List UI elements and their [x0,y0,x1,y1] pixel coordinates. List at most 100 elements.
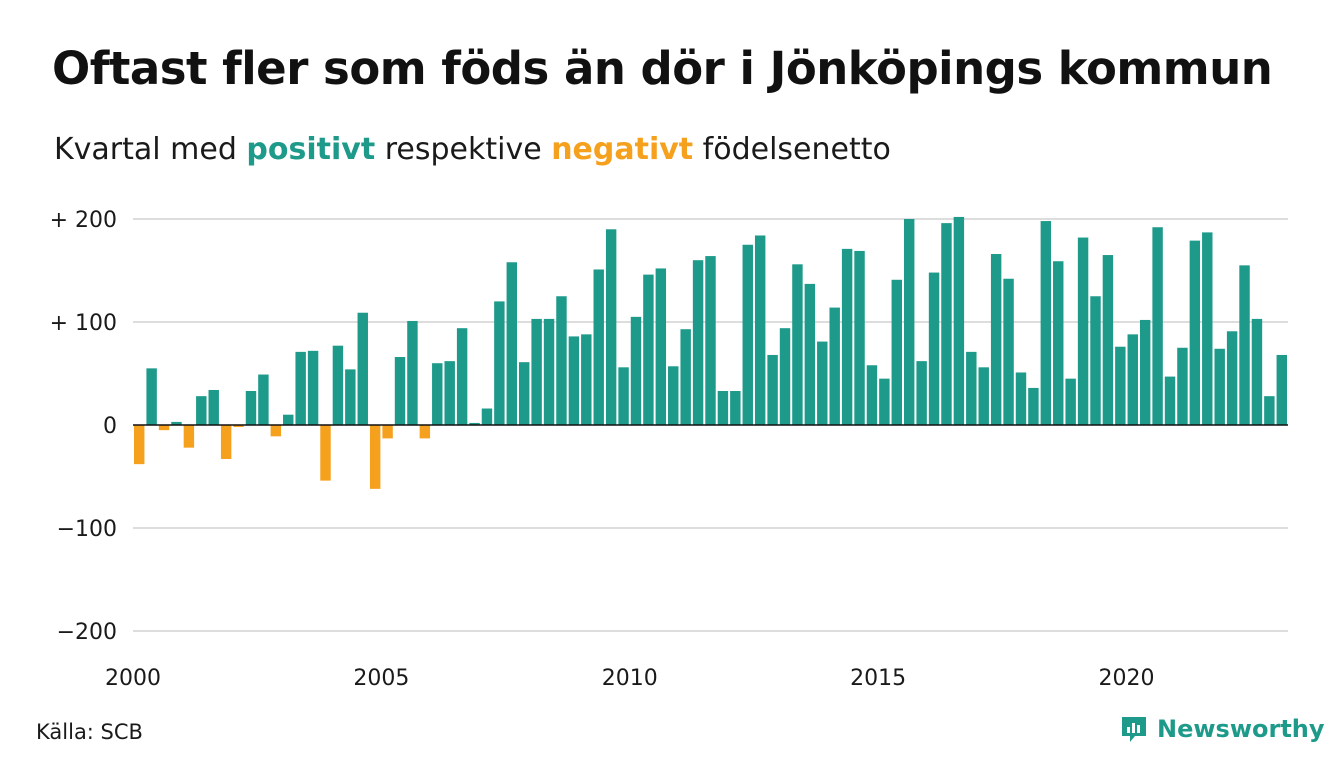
bar [730,391,741,425]
bar [1090,296,1101,425]
bar [1003,278,1014,425]
bar [1164,376,1176,425]
bar [742,244,753,425]
bar [543,318,555,425]
bar [1015,372,1027,425]
bar [779,328,791,425]
bar [270,425,282,437]
y-tick-label: + 100 [50,311,117,336]
bar [1139,319,1151,425]
newsworthy-logo-icon [1122,717,1146,742]
bar [171,421,182,425]
subtitle-prefix: Kvartal med [54,132,247,167]
bar [1152,227,1163,425]
bar [854,250,865,425]
bar [754,235,766,425]
bar [220,425,232,459]
bar [494,301,505,425]
bar [568,336,580,425]
bar [1276,354,1287,425]
bar [916,361,927,425]
bar [804,283,816,425]
bar [1264,396,1275,425]
bar [891,279,902,425]
bar [1202,232,1213,425]
bar [593,269,604,425]
bar [158,425,170,431]
subtitle-suffix: födelsenetto [693,132,891,167]
bar [1065,378,1076,425]
bar [307,350,319,425]
bar [258,374,269,425]
bar [419,425,431,439]
bar [382,425,393,439]
bar [705,256,716,425]
bar [978,367,989,425]
bar [432,363,443,425]
bar [133,425,145,465]
bar [531,318,542,425]
bar [581,334,592,425]
bar [556,296,567,425]
bar [941,223,952,425]
bar [767,354,778,425]
x-tick-label: 2015 [850,666,906,691]
bar [233,425,244,428]
bar [680,329,691,425]
chart-subtitle: Kvartal med positivt respektive negativt… [54,132,891,167]
bar [953,216,965,425]
bar [841,248,853,425]
bar [183,425,195,448]
bar [295,351,306,425]
bar [1127,334,1138,425]
bar [829,307,840,425]
bar [481,408,493,425]
bar [643,274,654,425]
bar [369,425,381,489]
bar [668,366,679,425]
bar [196,396,207,425]
x-tick-label: 2010 [602,666,658,691]
bar [320,425,331,481]
bar [717,391,729,425]
bar [928,272,940,425]
bar [518,362,530,425]
bar [1102,255,1114,425]
bar [394,357,406,425]
bar [1189,240,1201,425]
chart-title: Oftast fler som föds än dör i Jönköpings… [52,42,1273,95]
subtitle-middle: respektive [375,132,552,167]
bar [655,268,667,425]
bar [469,422,480,425]
y-tick-label: + 200 [50,208,117,233]
bar [357,312,368,425]
bar [1115,346,1126,425]
bar [245,391,257,425]
bar [630,316,642,425]
brand-logo: Newsworthy [1119,714,1325,744]
source-label: Källa: SCB [36,720,143,744]
bar [879,378,890,425]
bar [345,369,356,425]
bar [1177,347,1188,425]
bar [1077,237,1089,425]
bar [283,414,294,425]
bar [792,264,803,425]
bar [605,229,617,425]
bar [903,219,915,425]
subtitle-negative: negativt [551,132,694,167]
bar [1239,265,1250,425]
x-tick-label: 2000 [105,666,161,691]
y-tick-label: −100 [57,517,117,542]
bar [407,320,418,425]
bar [817,341,828,425]
bar [1040,221,1052,425]
bar [1028,387,1039,425]
x-tick-label: 2020 [1099,666,1155,691]
y-tick-label: −200 [57,620,117,645]
bar [506,262,517,425]
bar [332,345,344,425]
bar [1214,348,1225,425]
bar [1053,261,1064,425]
bar [866,365,878,425]
